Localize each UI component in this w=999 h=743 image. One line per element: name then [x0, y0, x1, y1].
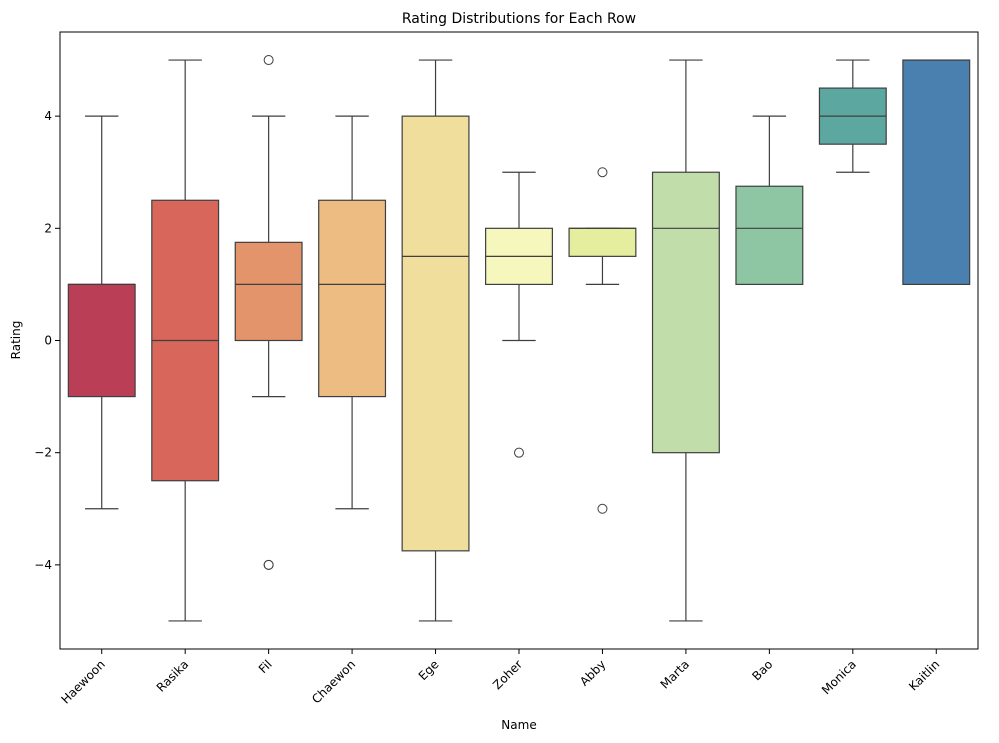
x-tick-label-abby: Abby	[577, 657, 608, 688]
x-tick-label-ege: Ege	[416, 657, 442, 683]
box-ege	[401, 115, 470, 552]
y-tick-label: −4	[34, 558, 52, 572]
x-tick-label-kaitlin: Kaitlin	[906, 657, 942, 693]
outlier-point	[263, 55, 274, 66]
box-group-chaewon	[318, 115, 387, 510]
x-axis: Haewoon Rasika Fil Chaewon Ege Zoher Abby Marta…	[58, 649, 942, 707]
outlier-point	[597, 503, 608, 514]
box-group-fil	[234, 55, 303, 570]
x-tick-label-marta: Marta	[658, 657, 692, 691]
y-tick-label: 4	[44, 109, 52, 123]
box-bao	[735, 185, 804, 286]
box-group-abby	[568, 167, 637, 514]
y-tick-label: −2	[34, 446, 52, 460]
y-tick-label: 0	[44, 334, 52, 348]
x-tick-label-bao: Bao	[749, 657, 775, 683]
x-tick-label-chaewon: Chaewon	[309, 657, 358, 706]
boxes-layer	[67, 55, 971, 622]
box-group-haewoon	[67, 115, 136, 510]
x-tick-label-haewoon: Haewoon	[58, 657, 107, 706]
outlier-point	[514, 447, 524, 458]
box-group-bao	[735, 115, 804, 286]
box-chaewon	[318, 199, 387, 398]
chart-title: Rating Distributions for Each Row	[402, 11, 636, 27]
box-marta	[651, 171, 720, 454]
x-tick-label-monica: Monica	[819, 657, 859, 697]
outlier-point	[263, 559, 274, 570]
x-axis-title: Name	[501, 718, 536, 732]
box-fil	[234, 241, 303, 342]
x-tick-label-zoher: Zoher	[490, 657, 525, 692]
box-group-zoher	[485, 171, 553, 458]
box-group-monica	[818, 59, 887, 173]
x-tick-label-rasika: Rasika	[154, 657, 192, 695]
box-group-kaitlin	[902, 59, 971, 286]
box-group-rasika	[151, 59, 220, 622]
box-abby	[568, 227, 637, 257]
box-group-ege	[401, 59, 470, 622]
box-haewoon	[67, 283, 136, 398]
box-group-marta	[651, 59, 720, 622]
y-tick-label: 2	[44, 221, 52, 235]
y-axis: −4 −2 0 2 4	[34, 109, 60, 572]
outlier-point	[597, 167, 608, 178]
x-tick-label-fil: Fil	[256, 657, 275, 676]
box-kaitlin	[902, 59, 971, 286]
y-axis-title: Rating	[9, 321, 23, 360]
